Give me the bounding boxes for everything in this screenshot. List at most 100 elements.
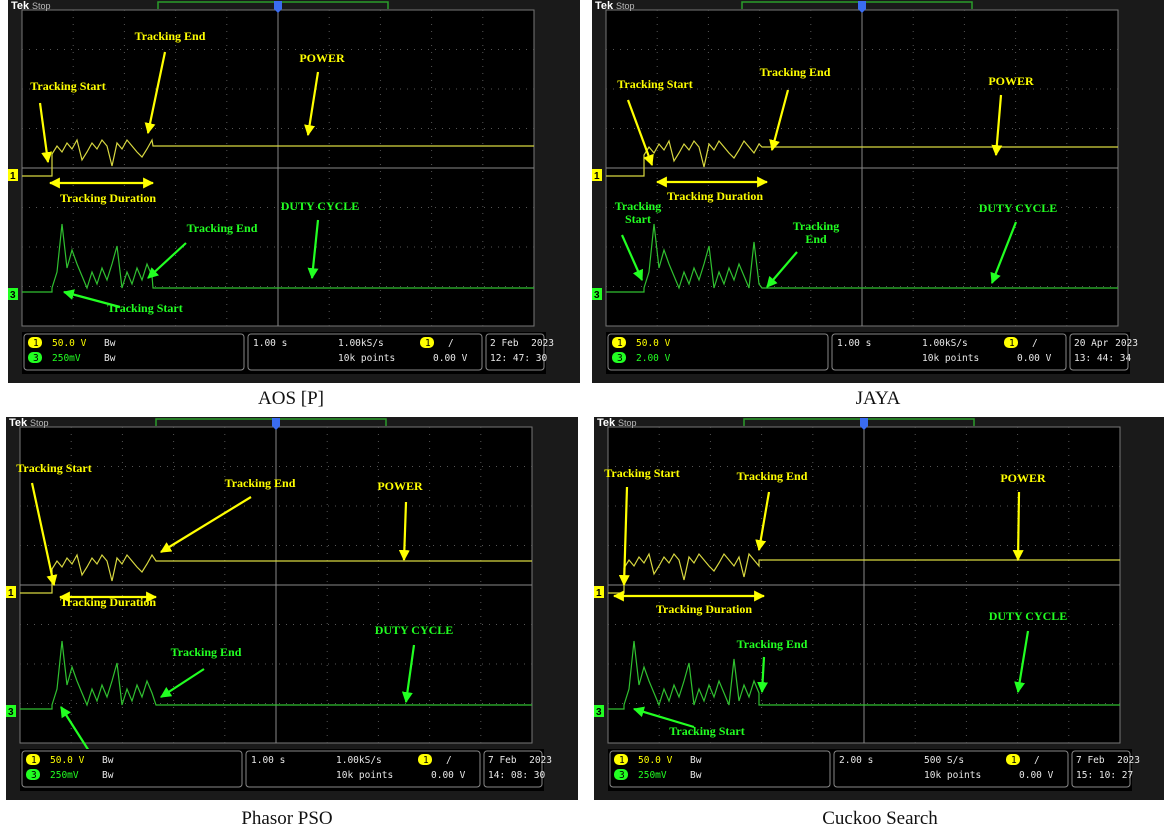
ch3-badge: 3	[33, 353, 39, 364]
ch1-scale: 50.0 V	[50, 755, 85, 766]
annotation: POWER	[1000, 471, 1046, 485]
annotation: POWER	[299, 51, 345, 65]
sample-rate: 1.00kS/s	[338, 338, 384, 349]
time: 15: 10: 27	[1076, 770, 1133, 781]
date: 20 Apr	[1074, 338, 1109, 349]
brand: Tek	[9, 417, 28, 429]
year: 2023	[1117, 755, 1140, 766]
ch3-badge: 3	[31, 770, 37, 781]
ch3-marker: 3	[10, 290, 16, 301]
ch3-bw: Bw	[102, 770, 114, 781]
annotation: Tracking End	[737, 469, 808, 483]
time: 13: 44: 34	[1074, 353, 1131, 364]
ch3-scale: 250mV	[52, 353, 81, 364]
ch3-badge: 3	[619, 770, 625, 781]
ch1-badge: 1	[33, 338, 39, 349]
sample-rate: 500 S/s	[924, 755, 964, 766]
annotation: Tracking Start	[107, 301, 182, 315]
ch1-badge: 1	[617, 338, 623, 349]
trigger-level: 0.00 V	[1017, 353, 1052, 364]
status: Stop	[618, 418, 637, 428]
timebase: 2.00 s	[839, 755, 873, 766]
annotation: Tracking Duration	[60, 595, 156, 609]
ch3-bw: Bw	[104, 353, 116, 364]
arrow	[1018, 492, 1019, 560]
annotation: DUTY CYCLE	[281, 199, 360, 213]
annotation: Tracking Start	[30, 79, 105, 93]
annotation: Tracking End	[171, 645, 242, 659]
ch3-marker: 3	[594, 290, 600, 301]
time: 14: 08: 30	[488, 770, 545, 781]
trigger-slope: /	[1032, 338, 1038, 349]
annotation: Tracking Start	[669, 724, 744, 738]
annotation: POWER	[988, 74, 1034, 88]
caption: JAYA	[728, 388, 1028, 410]
annotation: Tracking End	[760, 65, 831, 79]
ch1-badge: 1	[31, 755, 37, 766]
annotation: Tracking End	[187, 221, 258, 235]
date: 7 Feb	[488, 755, 517, 766]
annotation: POWER	[377, 479, 423, 493]
trigger-level: 0.00 V	[433, 353, 468, 364]
annotation: End	[805, 232, 827, 246]
year: 2023	[1115, 338, 1138, 349]
caption: Cuckoo Search	[730, 808, 1030, 830]
year: 2023	[531, 338, 554, 349]
sample-rate: 1.00kS/s	[336, 755, 382, 766]
record-length: 10k points	[336, 770, 393, 781]
timebase: 1.00 s	[251, 755, 285, 766]
status: Stop	[30, 418, 49, 428]
record-length: 10k points	[922, 353, 979, 364]
ch1-bw: Bw	[690, 755, 702, 766]
trigger-badge: 1	[1011, 755, 1017, 766]
annotation: DUTY CYCLE	[979, 201, 1058, 215]
record-length: 10k points	[924, 770, 981, 781]
trigger-slope: /	[1034, 755, 1040, 766]
status: Stop	[32, 1, 51, 11]
annotation: DUTY CYCLE	[375, 623, 454, 637]
annotation: Tracking Start	[617, 77, 692, 91]
ch3-marker: 3	[596, 707, 602, 718]
date: 7 Feb	[1076, 755, 1105, 766]
annotation: Tracking End	[225, 476, 296, 490]
ch1-scale: 50.0 V	[636, 338, 671, 349]
ch3-scale: 250mV	[638, 770, 667, 781]
ch3-marker: 3	[8, 707, 14, 718]
trigger-level: 0.00 V	[1019, 770, 1054, 781]
trigger-badge: 1	[1009, 338, 1015, 349]
annotation: Tracking Duration	[60, 191, 156, 205]
ch1-marker: 1	[594, 171, 600, 182]
annotation: Tracking End	[737, 637, 808, 651]
ch1-marker: 1	[8, 588, 14, 599]
timebase: 1.00 s	[837, 338, 871, 349]
record-length: 10k points	[338, 353, 395, 364]
ch3-scale: 2.00 V	[636, 353, 671, 364]
scope-screenshot: TekStop13Tracking StartTracking EndPOWER…	[592, 0, 1164, 383]
ch1-marker: 1	[10, 171, 16, 182]
ch1-bw: Bw	[102, 755, 114, 766]
ch1-scale: 50.0 V	[638, 755, 673, 766]
ch1-scale: 50.0 V	[52, 338, 87, 349]
status: Stop	[616, 1, 635, 11]
ch1-bw: Bw	[104, 338, 116, 349]
figure: TekStop13Tracking StartTracking EndPOWER…	[0, 0, 1164, 834]
annotation: DUTY CYCLE	[989, 609, 1068, 623]
annotation: Tracking	[793, 219, 839, 233]
caption: Phasor PSO	[137, 808, 437, 830]
ch1-badge: 1	[619, 755, 625, 766]
caption: AOS [P]	[141, 388, 441, 410]
brand: Tek	[597, 417, 616, 429]
time: 12: 47: 30	[490, 353, 547, 364]
trigger-badge: 1	[423, 755, 429, 766]
brand: Tek	[11, 0, 30, 12]
annotation: Tracking Duration	[667, 189, 763, 203]
trigger-slope: /	[448, 338, 454, 349]
trigger-level: 0.00 V	[431, 770, 466, 781]
ch3-badge: 3	[617, 353, 623, 364]
ch3-bw: Bw	[690, 770, 702, 781]
date: 2 Feb	[490, 338, 519, 349]
annotation: Tracking Start	[604, 466, 679, 480]
scope-screenshot: TekStop 1 3 Tracking Start Tracking End POWER…	[6, 417, 578, 800]
annotation: Tracking Start	[16, 461, 91, 475]
trigger-slope: /	[446, 755, 452, 766]
